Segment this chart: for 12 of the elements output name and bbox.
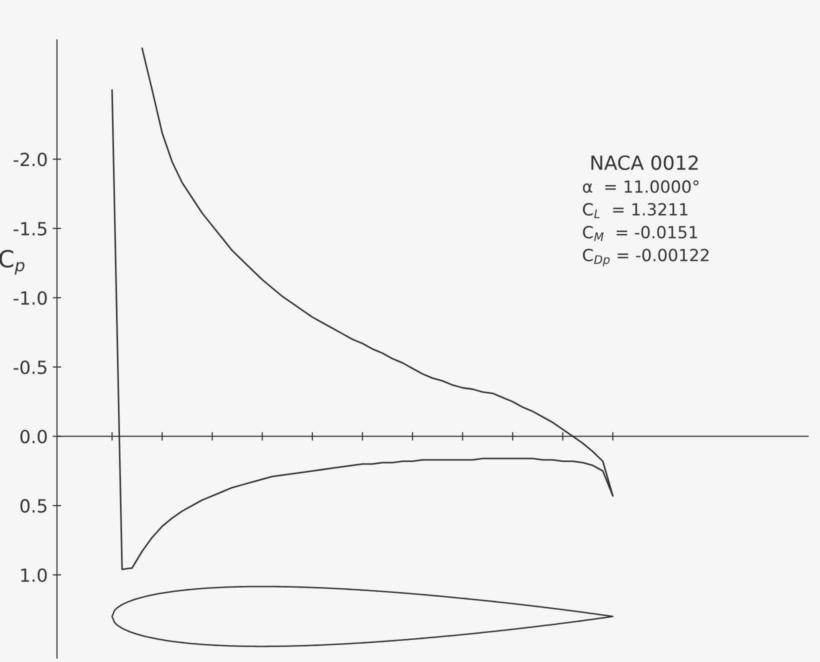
y-tick-label: -1.0 [14,291,47,305]
y-tick-label: -1.5 [14,222,46,236]
annotation: C$_{L}$ = 1.3211 [582,203,688,218]
y-tick-label: 1.0 [21,568,47,582]
annotation: NACA 0012 [591,155,698,170]
annotation: C$_{Dp}$ = -0.00122 [582,248,708,266]
annotation: C$_{M}$ = -0.0151 [582,226,697,241]
y-tick-label: -2.0 [14,152,47,166]
y-tick-label: 0.0 [20,430,47,444]
y-tick-label: 0.5 [20,499,46,513]
y-tick-label: -0.5 [14,360,46,374]
annotation: α = 11.0000° [582,180,699,193]
